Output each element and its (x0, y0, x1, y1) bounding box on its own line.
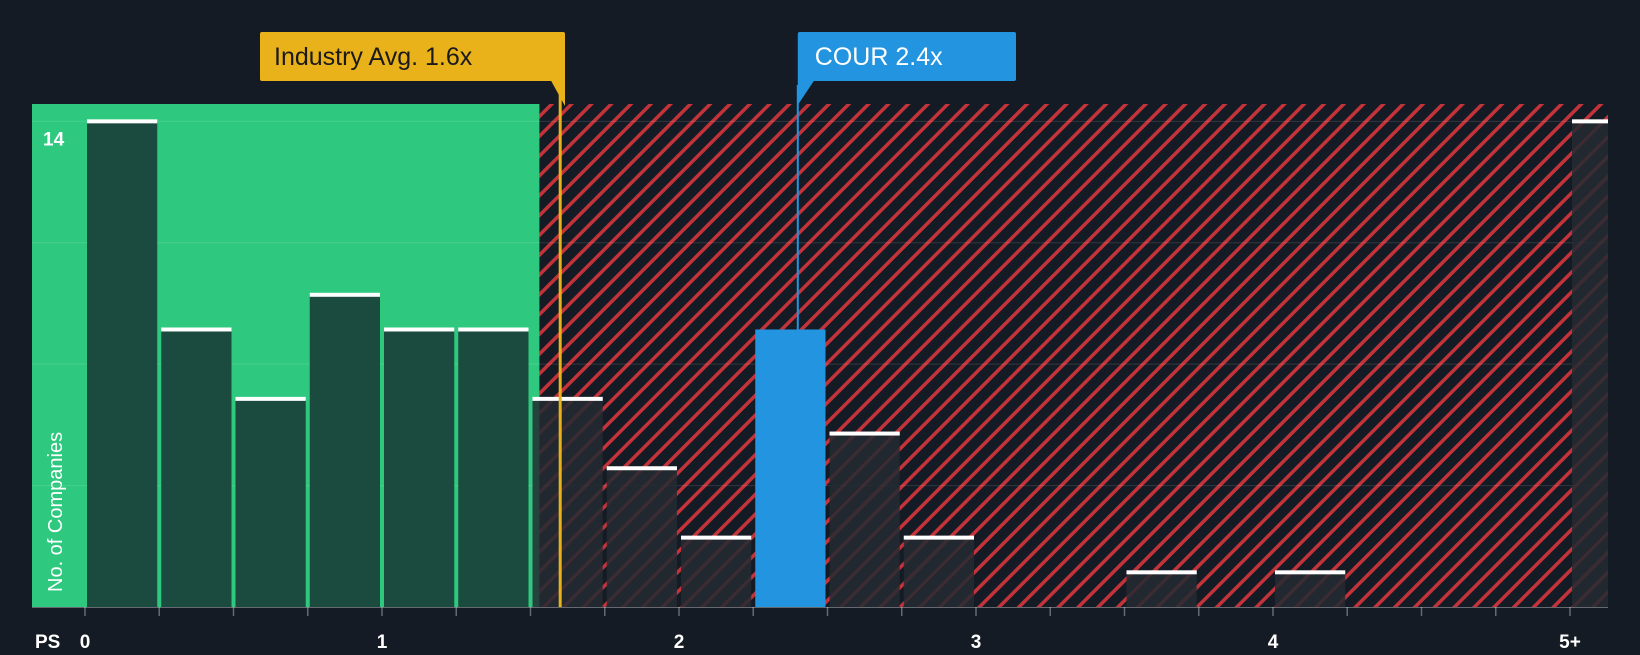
y-axis-label: No. of Companies (45, 432, 67, 592)
x-tick-label: 1 (377, 632, 388, 650)
industry-average-label: Industry Avg. 1.6x (274, 43, 473, 71)
bars (87, 119, 1608, 608)
bar-cap (161, 327, 232, 332)
bar (829, 433, 900, 607)
company-label: COUR 2.4x (815, 43, 943, 71)
bar-cap (235, 396, 306, 401)
bar-cap (903, 535, 974, 540)
x-tick-label: 0 (80, 632, 91, 650)
overvalued-region (539, 104, 1609, 607)
bar-cap (681, 535, 752, 540)
x-tick-label: 5+ (1559, 632, 1581, 650)
bar-cap (87, 119, 158, 124)
y-tick-label-14: 14 (43, 129, 65, 150)
bar (1572, 121, 1608, 608)
bar (235, 398, 306, 607)
bar-cap (1572, 119, 1608, 124)
bar (681, 537, 752, 607)
bar (309, 294, 380, 607)
x-axis-label: PS (35, 632, 60, 650)
x-axis: 0 1 2 3 4 5+ (32, 607, 1608, 653)
bar (1275, 572, 1346, 607)
bar (161, 329, 232, 607)
bar-cap (384, 327, 455, 332)
bar-cap (458, 327, 529, 332)
bar-cap (532, 396, 603, 401)
bar-cap (606, 466, 677, 471)
x-tick-label: 3 (971, 632, 982, 650)
bar (87, 121, 158, 608)
x-tick-label: 4 (1268, 632, 1279, 650)
bar (532, 398, 603, 607)
industry-average-callout (260, 32, 565, 106)
company-callout (797, 32, 1016, 105)
bar (458, 329, 529, 607)
bar-cap (1275, 570, 1346, 575)
bar-cap (829, 431, 900, 436)
bar-cap (309, 292, 380, 297)
bar (606, 468, 677, 607)
highlight-bar (755, 329, 826, 607)
bar (903, 537, 974, 607)
bar-cap (1126, 570, 1197, 575)
bar (1126, 572, 1197, 607)
industry-average-marker: Industry Avg. 1.6x (260, 32, 565, 607)
x-tick-label: 2 (674, 632, 685, 650)
company-marker: COUR 2.4x (796, 32, 1016, 330)
bar (384, 329, 455, 607)
